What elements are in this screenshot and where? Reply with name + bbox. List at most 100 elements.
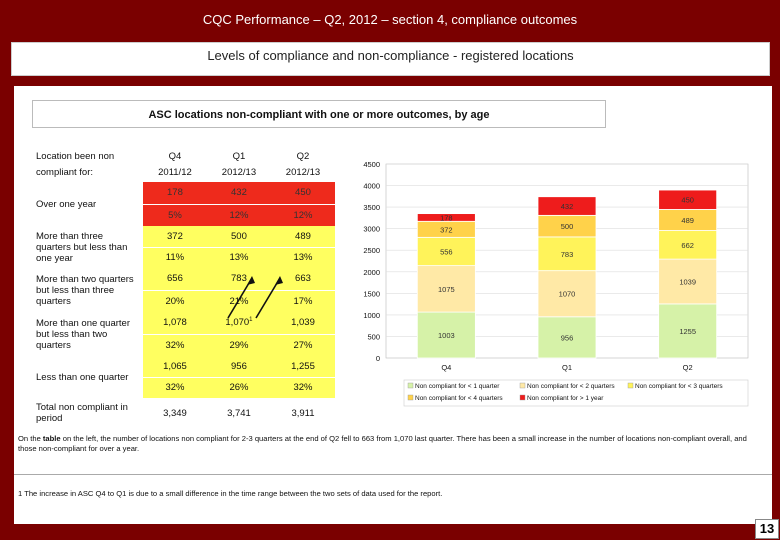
table-cell: 12% (270, 204, 335, 226)
legend-swatch (407, 394, 414, 401)
table-cell: 11% (142, 247, 207, 268)
compliance-table: Location been non compliant for: Q4 2011/… (32, 148, 335, 428)
table-cell: 489 (270, 226, 335, 248)
row-label: More than three quarters but less than o… (36, 230, 128, 264)
table-cell: 26% (206, 377, 271, 398)
table-cell: 32% (142, 334, 207, 356)
data-label: 489 (681, 216, 694, 225)
legend-swatch (627, 382, 634, 389)
bar-segment (537, 196, 597, 216)
data-label: 956 (561, 333, 574, 342)
table-cell: 656 (142, 268, 207, 291)
section-subtitle: Levels of compliance and non-compliance … (11, 42, 770, 76)
table-cell: 663 (270, 268, 335, 291)
legend-label: Non compliant for < 3 quarters (635, 383, 723, 390)
data-label: 372 (440, 225, 453, 234)
table-cell: 13% (206, 247, 271, 268)
table-cell: 20% (142, 290, 207, 312)
data-label: 662 (681, 241, 694, 250)
x-tick-label: Q1 (562, 363, 572, 372)
table-cell: 5% (142, 204, 207, 226)
y-tick-label: 2500 (363, 246, 380, 255)
legend-swatch (519, 382, 526, 389)
x-tick-label: Q2 (683, 363, 693, 372)
y-tick-label: 1000 (363, 311, 380, 320)
table-cell: 32% (142, 377, 207, 398)
table-cell: 500 (206, 226, 271, 248)
y-tick-label: 1500 (363, 289, 380, 298)
bar-segment (658, 189, 718, 210)
legend-label: Non compliant for < 1 quarter (415, 383, 500, 390)
legend-label: Non compliant for > 1 year (527, 395, 604, 402)
data-label: 178 (440, 213, 453, 222)
total-label: Total non compliant in period (36, 402, 128, 424)
page-number: 13 (755, 519, 779, 539)
data-label: 1039 (679, 277, 696, 286)
bar-segment (658, 303, 718, 359)
y-tick-label: 0 (376, 354, 380, 363)
table-cell: 1,255 (270, 356, 335, 378)
legend-label: Non compliant for < 4 quarters (415, 395, 503, 402)
bar-segment (537, 236, 597, 272)
data-label: 1075 (438, 285, 455, 294)
row-label: Over one year (36, 198, 97, 210)
stacked-bar-chart: 0 500 1000 1500 2000 2500 3000 3500 4000 4500 1003… (363, 160, 749, 407)
bar-segment (537, 316, 597, 359)
column-header: Q4 2011/12 (158, 151, 192, 178)
bar-segment (658, 230, 718, 260)
total-cell: 3,911 (291, 407, 315, 419)
footnote-mark: 1 (249, 317, 253, 324)
table-cell: 17% (270, 290, 335, 312)
table-cell: 13% (270, 247, 335, 268)
table-cell: 783 (206, 268, 271, 291)
y-tick-label: 500 (367, 332, 380, 341)
bar-segment (658, 258, 718, 305)
legend-box (403, 379, 749, 407)
total-cell: 3,349 (163, 407, 187, 419)
column-header: Q1 2012/13 (221, 151, 257, 178)
table-cell: 450 (270, 182, 335, 205)
table-cell: 27% (270, 334, 335, 356)
content-panel: ASC locations non-compliant with one or … (14, 86, 772, 524)
table-cell: 12% (206, 204, 271, 226)
table-cell: 178 (142, 182, 207, 205)
data-label: 556 (440, 247, 453, 256)
y-tick-label: 3500 (363, 203, 380, 212)
data-label: 783 (561, 250, 574, 259)
y-tick-label: 2000 (363, 268, 380, 277)
table-corner-label: Location been non compliant for: (36, 151, 115, 178)
bar-segment (537, 270, 597, 318)
y-tick-label: 3000 (363, 225, 380, 234)
x-tick-label: Q4 (441, 363, 451, 372)
slide-title: CQC Performance – Q2, 2012 – section 4, … (202, 12, 578, 27)
legend-swatch (407, 382, 414, 389)
row-label: Less than one quarter (36, 371, 129, 383)
footnote: 1 The increase in ASC Q4 to Q1 is due to… (18, 489, 443, 498)
row-label: More than two quarters but less than thr… (36, 273, 134, 307)
y-tick-label: 4500 (363, 160, 380, 169)
data-label: 500 (561, 222, 574, 231)
data-label: 432 (561, 202, 574, 211)
column-header: Q2 2012/13 (285, 151, 321, 178)
table-cell: 1,039 (270, 312, 335, 335)
data-label: 1003 (438, 331, 455, 340)
total-cell: 3,741 (227, 407, 251, 419)
divider (14, 474, 772, 475)
table-cell: 1,078 (142, 312, 207, 335)
legend-swatch (519, 394, 526, 401)
arrow-icon (227, 276, 255, 319)
data-label: 450 (681, 196, 694, 205)
bar-segment (416, 236, 476, 267)
data-label: 1070 (559, 290, 576, 299)
row-label: More than one quarter but less than two … (36, 317, 131, 351)
bar-segment (416, 311, 476, 359)
table-cell: 1,0701 (206, 312, 271, 335)
data-label: 1255 (679, 327, 696, 336)
summary-note: On the table on the left, the number of … (18, 434, 747, 453)
table-cell: 956 (206, 356, 271, 378)
table-cell: 432 (206, 182, 271, 205)
arrow-icon (255, 276, 283, 319)
table-cell: 372 (142, 226, 207, 248)
legend-label: Non compliant for < 2 quarters (527, 383, 615, 390)
table-cell: 1,065 (142, 356, 207, 378)
